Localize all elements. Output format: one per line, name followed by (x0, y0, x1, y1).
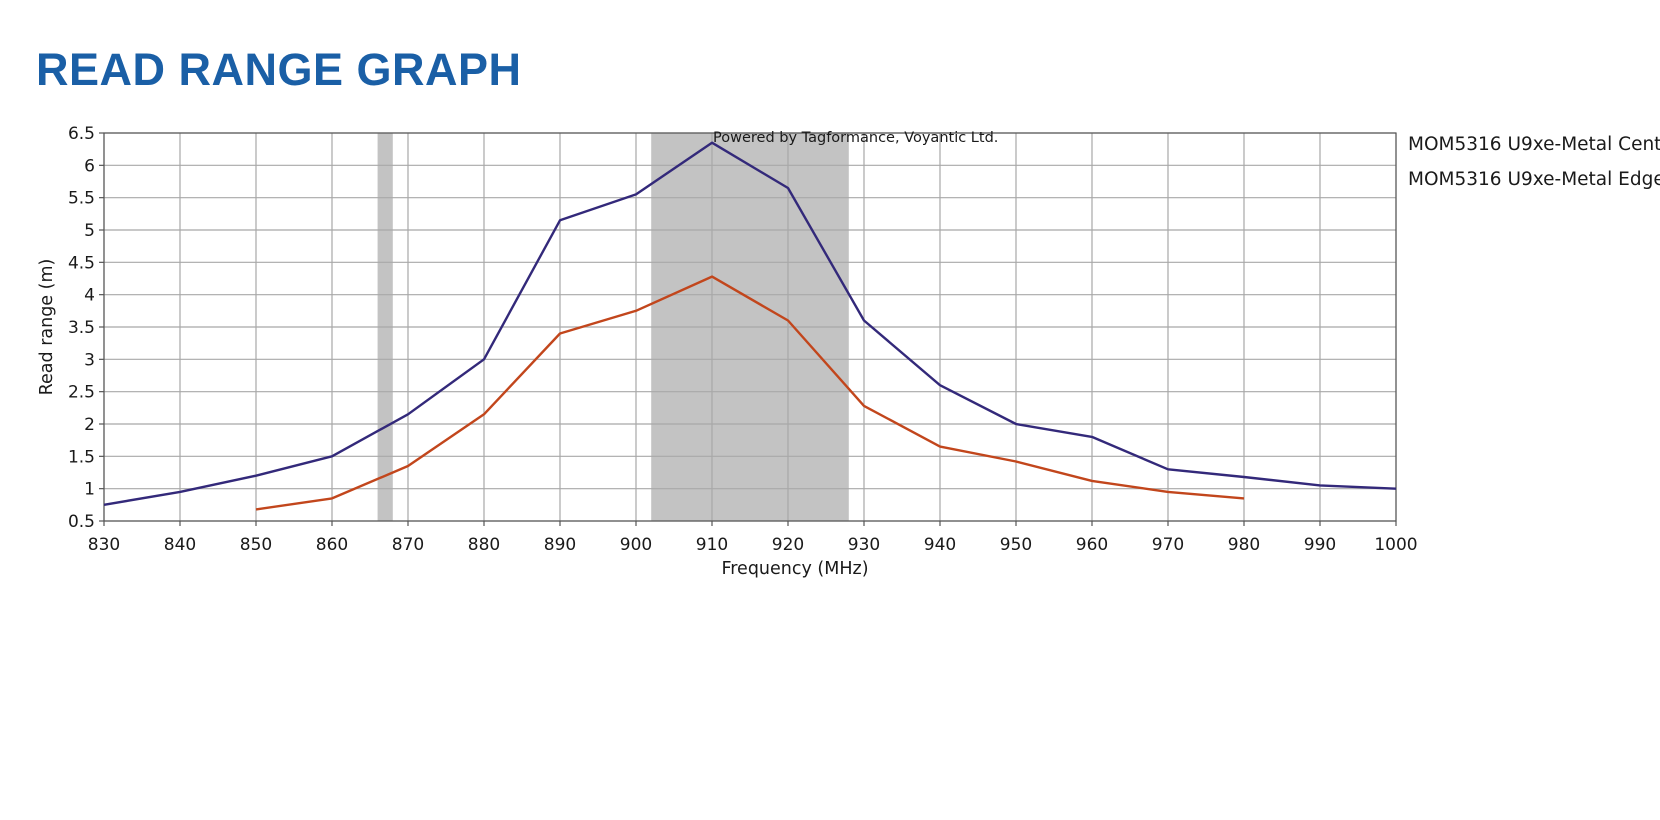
x-tick-label: 950 (1000, 535, 1032, 555)
y-tick-label: 4.5 (68, 253, 95, 273)
y-tick-label: 2 (84, 415, 95, 435)
y-tick-label: 1 (84, 480, 95, 500)
x-tick-label: 1000 (1374, 535, 1417, 555)
y-axis-label: Read range (m) (37, 259, 57, 396)
y-tick-label: 0.5 (68, 512, 95, 532)
x-tick-label: 890 (544, 535, 576, 555)
x-tick-label: 910 (696, 535, 728, 555)
x-tick-label: 930 (848, 535, 880, 555)
y-tick-label: 5 (84, 221, 95, 241)
x-tick-label: 900 (620, 535, 652, 555)
x-tick-label: 970 (1152, 535, 1184, 555)
legend-entry: MOM5316 U9xe-Metal Centre (1408, 134, 1660, 155)
x-tick-label: 980 (1228, 535, 1260, 555)
y-tick-label: 4 (84, 286, 95, 306)
axis-ticks: 830 840 850 860 870 880 890 900 910 920 930 940 950 9… (68, 124, 1418, 555)
legend: MOM5316 U9xe-Metal Centre MOM5316 U9xe-Me… (1408, 134, 1660, 190)
x-tick-label: 940 (924, 535, 956, 555)
legend-entry: MOM5316 U9xe-Metal Edge (1408, 169, 1660, 190)
y-tick-label: 3.5 (68, 318, 95, 338)
x-tick-label: 990 (1304, 535, 1336, 555)
x-tick-label: 830 (88, 535, 120, 555)
watermark: Powered by Tagformance, Voyantic Ltd. (713, 130, 998, 146)
x-tick-label: 960 (1076, 535, 1108, 555)
y-tick-label: 5.5 (68, 189, 95, 209)
y-tick-label: 6.5 (68, 124, 95, 144)
series-line (103, 141, 1397, 506)
x-tick-label: 880 (468, 535, 500, 555)
x-tick-label: 840 (164, 535, 196, 555)
page-title: READ RANGE GRAPH (36, 44, 522, 95)
series-line (255, 275, 1245, 511)
x-axis-label: Frequency (MHz) (721, 559, 868, 579)
x-tick-label: 860 (316, 535, 348, 555)
y-tick-label: 2.5 (68, 383, 95, 403)
x-tick-label: 850 (240, 535, 272, 555)
x-tick-label: 870 (392, 535, 424, 555)
x-tick-label: 920 (772, 535, 804, 555)
y-tick-label: 1.5 (68, 447, 95, 467)
y-tick-label: 3 (84, 350, 95, 370)
y-tick-label: 6 (84, 156, 95, 176)
series-lines (103, 141, 1397, 511)
